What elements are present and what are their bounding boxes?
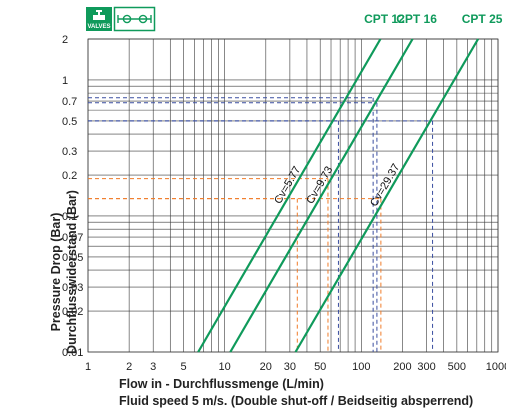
y-tick-label: 0.3 (62, 146, 77, 158)
y-tick-label: 0.01 (62, 347, 83, 359)
reference-lines (88, 97, 434, 352)
y-tick-label: 0.2 (62, 170, 77, 182)
y-axis-label-2: Durchflusswiderstand (Bar) (65, 190, 79, 354)
x-axis-label-1: Flow in - Durchflussmenge (L/min) (119, 377, 324, 391)
y-tick-label: 1 (62, 75, 68, 87)
series-name-3: CPT 25 (462, 12, 503, 26)
x-tick-label: 1000 (486, 361, 506, 373)
valves-logo: VALVES (86, 6, 156, 32)
x-tick-label: 3 (150, 361, 156, 373)
plot-frame (87, 38, 499, 353)
x-tick-label: 5 (180, 361, 186, 373)
series-line-3 (294, 38, 480, 353)
x-tick-label: 500 (448, 361, 466, 373)
x-tick-label: 300 (417, 361, 435, 373)
grid (87, 38, 499, 353)
y-tick-label: 0.03 (62, 282, 83, 294)
series-lines (197, 38, 480, 353)
y-tick-label: 0.7 (62, 96, 77, 108)
y-axis-label-1: Pressure Drop (Bar) (49, 213, 63, 332)
x-axis-label-2: Fluid speed 5 m/s. (Double shut-off / Be… (119, 394, 473, 408)
x-tick-label: 30 (284, 361, 296, 373)
x-tick-label: 100 (352, 361, 370, 373)
x-tick-label: 200 (393, 361, 411, 373)
valve-small-icon (93, 10, 105, 20)
badge-text: VALVES (87, 24, 110, 30)
y-tick-label: 0.02 (62, 306, 83, 318)
series-line-1 (197, 38, 382, 353)
y-tick-label: 0.07 (62, 232, 83, 244)
series-name-2: CPT 16 (396, 12, 437, 26)
valve-symbol-icon (117, 14, 152, 24)
x-tick-label: 2 (126, 361, 132, 373)
y-tick-label: 2 (62, 34, 68, 46)
series-line-2 (229, 38, 414, 353)
x-tick-label: 10 (219, 361, 231, 373)
y-tick-label: 0.1 (62, 211, 77, 223)
tick-labels: 1 2 3 5 10 20 30 50 100 200 300 500 1000 2 1 0.7 0.5 0.3 0… (62, 34, 506, 373)
x-tick-label: 20 (260, 361, 272, 373)
x-tick-label: 1 (85, 361, 91, 373)
y-tick-label: 0.05 (62, 252, 83, 264)
y-tick-label: 0.5 (62, 116, 77, 128)
series-name-1: CPT 12 (364, 12, 405, 26)
x-tick-label: 50 (314, 361, 326, 373)
